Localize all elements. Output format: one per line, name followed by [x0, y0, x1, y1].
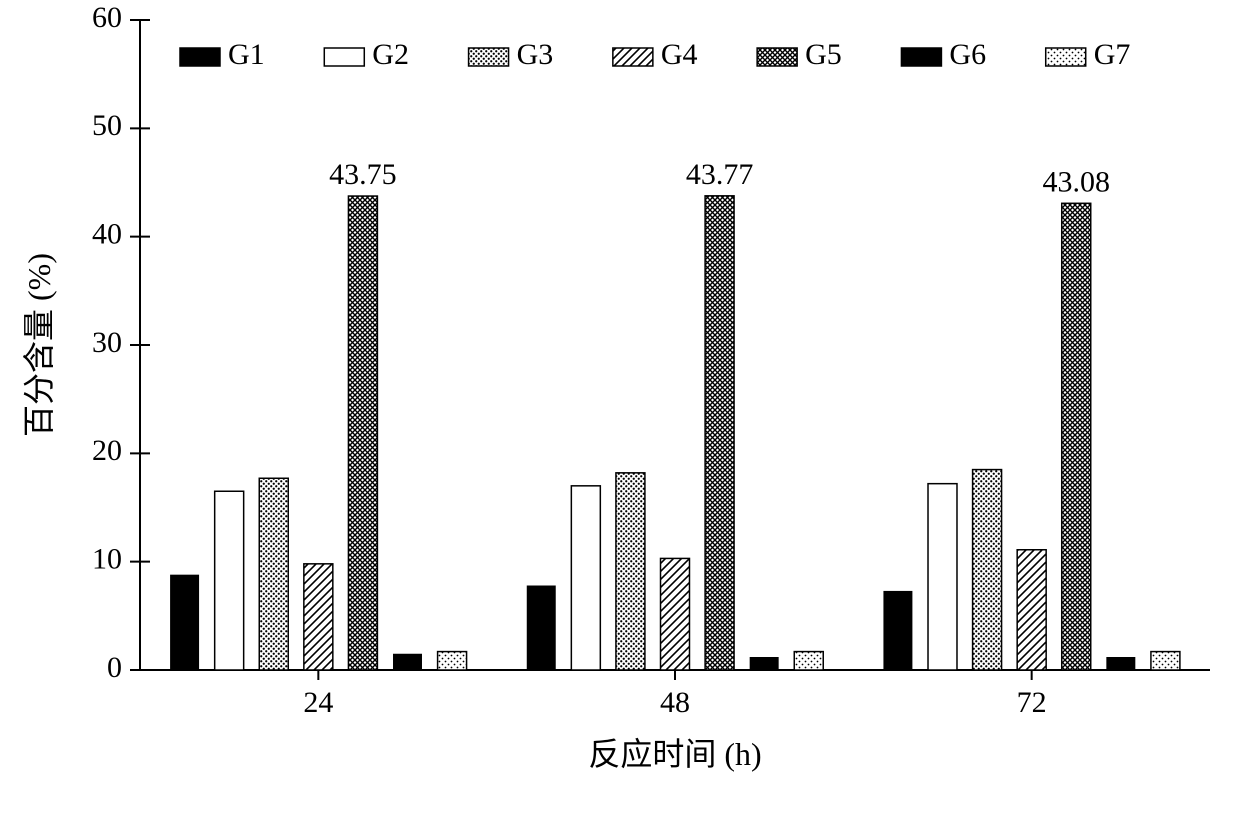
bar-G1: [883, 591, 912, 670]
bar-G5: [1062, 203, 1091, 670]
y-tick-label: 20: [92, 434, 122, 467]
y-tick-label: 40: [92, 218, 122, 251]
legend-swatch-G5: [757, 48, 797, 66]
x-tick-label: 24: [303, 686, 333, 719]
bar-value-label: 43.75: [329, 158, 397, 191]
bar-G5: [705, 196, 734, 670]
legend-swatch-G4: [613, 48, 653, 66]
legend-label-G5: G5: [805, 38, 842, 71]
x-tick-label: 72: [1017, 686, 1047, 719]
bar-G2: [571, 486, 600, 670]
y-tick-label: 30: [92, 326, 122, 359]
bar-G3: [616, 473, 645, 670]
bar-G2: [215, 491, 244, 670]
legend-label-G2: G2: [372, 38, 409, 71]
bar-G6: [750, 657, 779, 670]
bar-G7: [794, 652, 823, 670]
y-tick-label: 60: [92, 1, 122, 34]
y-tick-label: 50: [92, 109, 122, 142]
bar-G7: [1151, 652, 1180, 670]
bar-G4: [1017, 550, 1046, 670]
legend-swatch-G6: [901, 48, 941, 66]
y-tick-label: 0: [107, 651, 122, 684]
legend-label-G3: G3: [517, 38, 554, 71]
bar-G1: [527, 586, 556, 671]
bar-G2: [928, 484, 957, 670]
legend-swatch-G1: [180, 48, 220, 66]
legend-swatch-G7: [1046, 48, 1086, 66]
legend-swatch-G3: [469, 48, 509, 66]
legend-label-G6: G6: [949, 38, 986, 71]
bar-value-label: 43.77: [686, 158, 754, 191]
y-axis-title: 百分含量 (%): [21, 253, 57, 437]
legend-label-G1: G1: [228, 38, 265, 71]
bar-G4: [661, 558, 690, 670]
bar-G3: [259, 478, 288, 670]
x-axis-title: 反应时间 (h): [588, 736, 761, 772]
bar-G1: [170, 575, 199, 670]
legend-swatch-G2: [324, 48, 364, 66]
bar-G6: [1106, 657, 1135, 670]
bar-G6: [393, 654, 422, 670]
bar-G3: [973, 470, 1002, 670]
legend-label-G4: G4: [661, 38, 698, 71]
x-tick-label: 48: [660, 686, 690, 719]
bar-value-label: 43.08: [1043, 165, 1111, 198]
bar-G7: [438, 652, 467, 670]
bar-G4: [304, 564, 333, 670]
bar-G5: [348, 196, 377, 670]
y-tick-label: 10: [92, 543, 122, 576]
chart-container: 0 10 20 30 40 50 60 百分含量 (%) 24 48 72 反应时间 (h) 43.75…: [0, 0, 1240, 813]
bar-chart: 0 10 20 30 40 50 60 百分含量 (%) 24 48 72 反应时间 (h) 43.75…: [0, 0, 1240, 813]
legend-label-G7: G7: [1094, 38, 1131, 71]
